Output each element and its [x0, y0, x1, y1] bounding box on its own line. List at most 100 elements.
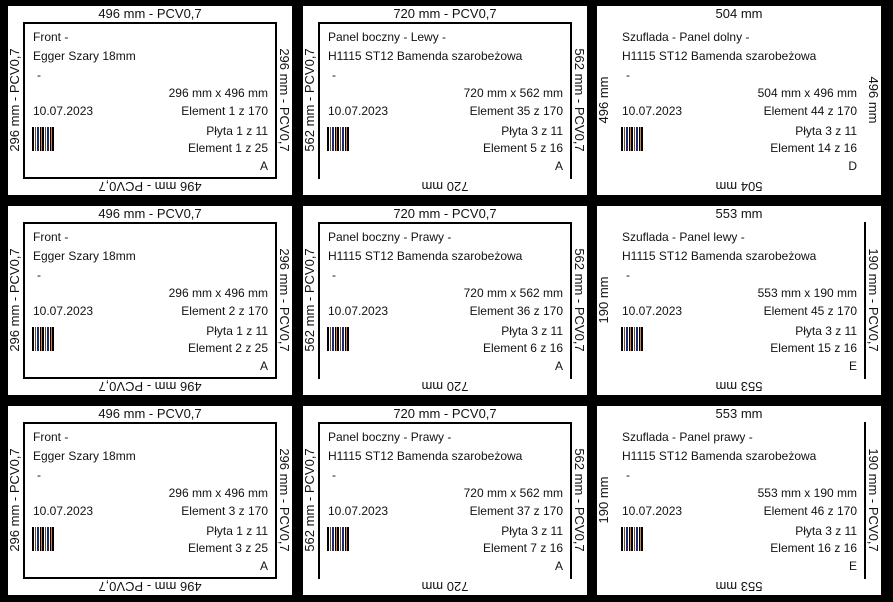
date: 10.07.2023	[328, 504, 389, 518]
part-label: 720 mm - PCV0,7 720 mm 562 mm - PCV0,7 562 …	[302, 206, 587, 395]
barcode-icon	[327, 527, 349, 551]
description: -	[37, 268, 41, 282]
part-code: A	[554, 159, 563, 173]
part-code: A	[259, 159, 268, 173]
dimensions: 553 mm x 190 mm	[757, 286, 857, 300]
element-group: Element 16 z 16	[770, 541, 857, 555]
part-name: Panel boczny - Lewy -	[328, 30, 447, 44]
edge-top-label: 504 mm	[715, 6, 763, 21]
description: -	[626, 68, 630, 82]
description: -	[626, 468, 630, 482]
part-code: A	[259, 559, 268, 573]
material-name: H1115 ST12 Bamenda szarobeżowa	[328, 49, 523, 63]
element-total: Element 3 z 170	[181, 504, 268, 518]
edge-right-label: 296 mm - PCV0,7	[277, 248, 292, 352]
barcode-icon	[621, 127, 643, 151]
dimensions: 504 mm x 496 mm	[757, 86, 857, 100]
part-label: 720 mm - PCV0,7 720 mm 562 mm - PCV0,7 562 …	[302, 6, 587, 195]
material-name: Egger Szary 18mm	[33, 249, 136, 263]
edge-line-right	[864, 422, 866, 579]
element-total: Element 46 z 170	[763, 504, 857, 518]
edge-line-left	[318, 222, 320, 379]
edge-left-label: 190 mm	[596, 276, 611, 324]
edge-line-right	[864, 222, 866, 379]
date: 10.07.2023	[622, 504, 683, 518]
material-name: H1115 ST12 Bamenda szarobeżowa	[622, 49, 817, 63]
part-name: Panel boczny - Prawy -	[328, 430, 452, 444]
edge-left-label: 562 mm - PCV0,7	[302, 448, 317, 552]
edge-line-right	[275, 222, 277, 379]
plate-number: Płyta 3 z 11	[501, 124, 563, 138]
edge-left-label: 296 mm - PCV0,7	[7, 248, 22, 352]
edge-left-label: 496 mm	[596, 76, 611, 124]
element-group: Element 6 z 16	[482, 341, 563, 355]
edge-line-top	[318, 422, 572, 424]
part-code: E	[848, 559, 857, 573]
material-name: H1115 ST12 Bamenda szarobeżowa	[622, 449, 817, 463]
element-total: Element 37 z 170	[469, 504, 563, 518]
plate-number: Płyta 3 z 11	[501, 524, 563, 538]
element-total: Element 35 z 170	[469, 104, 563, 118]
edge-top-label: 720 mm - PCV0,7	[393, 406, 497, 421]
edge-line-top	[318, 222, 572, 224]
edge-top-label: 496 mm - PCV0,7	[98, 6, 202, 21]
dimensions: 553 mm x 190 mm	[757, 486, 857, 500]
edge-line-right	[570, 422, 572, 579]
dimensions: 296 mm x 496 mm	[168, 86, 268, 100]
edge-top-label: 496 mm - PCV0,7	[98, 206, 202, 221]
edge-bottom-label: 496 mm - PCV0,7	[98, 579, 202, 594]
part-name: Panel boczny - Prawy -	[328, 230, 452, 244]
barcode-icon	[32, 527, 54, 551]
plate-number: Płyta 3 z 11	[795, 524, 857, 538]
dimensions: 720 mm x 562 mm	[463, 286, 563, 300]
date: 10.07.2023	[328, 104, 389, 118]
part-name: Szuflada - Panel dolny -	[622, 30, 750, 44]
edge-right-label: 190 mm - PCV0,7	[866, 448, 881, 552]
part-code: D	[848, 159, 857, 173]
barcode-icon	[32, 127, 54, 151]
edge-line-top	[23, 222, 277, 224]
part-label: 553 mm 553 mm 190 mm 190 mm - PCV0,7 Szuflad…	[596, 206, 881, 395]
edge-line-bottom	[23, 577, 277, 579]
edge-line-right	[570, 22, 572, 179]
edge-bottom-label: 720 mm	[421, 579, 469, 594]
plate-number: Płyta 3 z 11	[795, 124, 857, 138]
part-label: 553 mm 553 mm 190 mm 190 mm - PCV0,7 Szuflad…	[596, 406, 881, 595]
edge-line-bottom	[23, 377, 277, 379]
edge-top-label: 720 mm - PCV0,7	[393, 6, 497, 21]
material-name: Egger Szary 18mm	[33, 49, 136, 63]
material-name: H1115 ST12 Bamenda szarobeżowa	[328, 249, 523, 263]
date: 10.07.2023	[622, 304, 683, 318]
edge-line-left	[23, 222, 25, 379]
barcode-icon	[621, 327, 643, 351]
material-name: H1115 ST12 Bamenda szarobeżowa	[622, 249, 817, 263]
edge-right-label: 190 mm - PCV0,7	[866, 248, 881, 352]
description: -	[626, 268, 630, 282]
barcode-icon	[327, 327, 349, 351]
element-total: Element 36 z 170	[469, 304, 563, 318]
part-label: 496 mm - PCV0,7 496 mm - PCV0,7 296 mm - P…	[7, 6, 292, 195]
edge-top-label: 553 mm	[715, 406, 763, 421]
part-code: A	[554, 359, 563, 373]
edge-right-label: 562 mm - PCV0,7	[572, 448, 587, 552]
edge-bottom-label: 720 mm	[421, 379, 469, 394]
part-name: Szuflada - Panel prawy -	[622, 430, 753, 444]
edge-line-left	[318, 422, 320, 579]
edge-top-label: 720 mm - PCV0,7	[393, 206, 497, 221]
date: 10.07.2023	[33, 304, 94, 318]
element-group: Element 5 z 16	[482, 141, 563, 155]
edge-bottom-label: 496 mm - PCV0,7	[98, 379, 202, 394]
edge-right-label: 562 mm - PCV0,7	[572, 248, 587, 352]
material-name: Egger Szary 18mm	[33, 449, 136, 463]
element-group: Element 3 z 25	[187, 541, 268, 555]
description: -	[37, 68, 41, 82]
date: 10.07.2023	[622, 104, 683, 118]
edge-left-label: 562 mm - PCV0,7	[302, 48, 317, 152]
element-total: Element 2 z 170	[181, 304, 268, 318]
element-group: Element 7 z 16	[482, 541, 563, 555]
edge-line-bottom	[23, 177, 277, 179]
edge-line-top	[23, 22, 277, 24]
edge-right-label: 296 mm - PCV0,7	[277, 448, 292, 552]
part-label: 496 mm - PCV0,7 496 mm - PCV0,7 296 mm - P…	[7, 406, 292, 595]
part-label: 496 mm - PCV0,7 496 mm - PCV0,7 296 mm - P…	[7, 206, 292, 395]
